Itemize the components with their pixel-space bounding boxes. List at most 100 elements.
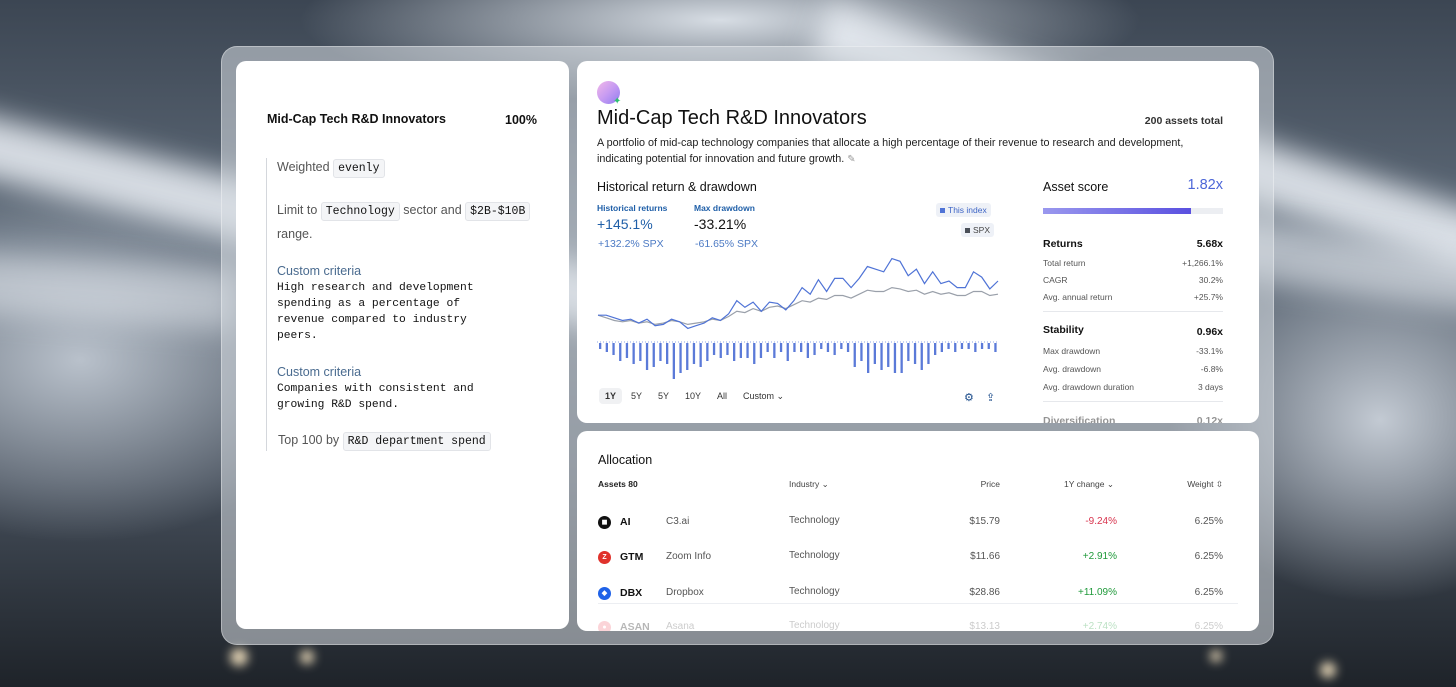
drawdown-spx: -61.65% SPX [695,238,759,250]
drawdown-bar [773,343,776,358]
weighting-rule[interactable]: Weighted evenly [277,158,385,178]
index-logo-icon [597,81,620,104]
allocation-title: Allocation [598,453,653,467]
index-description: A portfolio of mid-cap technology compan… [597,137,1184,165]
limit-rule[interactable]: Limit to Technology sector and $2B-$10B … [277,198,531,246]
chevron-down-icon: ⌄ [821,479,829,489]
col-change[interactable]: 1Y change ⌄ [1064,479,1114,489]
drawdown-bar [800,343,803,352]
col-weight[interactable]: Weight ⇳ [1187,479,1223,489]
allocation-panel: Allocation Assets 80 Industry ⌄ Price 1Y… [577,431,1259,631]
drawdown-bar [967,343,970,349]
range-5y[interactable]: 5Y [631,391,643,401]
avg-drawdown-label: Avg. drawdown [1043,364,1101,374]
drawdown-bar [987,343,990,349]
drawdown-bar [833,343,836,355]
drawdown-bar [813,343,816,355]
drawdown-duration-label: Avg. drawdown duration [1043,382,1135,392]
drawdown-bar [954,343,957,352]
asset-score-bar [1043,208,1223,214]
asset-score-label: Asset score [1043,180,1109,194]
drawdown-bar [779,343,783,352]
table-row[interactable]: Z GTM Zoom Info Technology $11.66 +2.91%… [577,543,1259,573]
weighting-chip[interactable]: evenly [333,159,385,178]
drawdown-bar [659,343,662,361]
range-all[interactable]: All [717,391,728,401]
drawdown-bar [733,343,736,361]
drawdown-bar [920,343,923,370]
custom-criteria-1[interactable]: Custom criteria High research and develo… [277,264,474,342]
drawdown-bar [599,343,602,349]
c3ai-logo-icon: ◼ [598,516,611,529]
edit-pencil-icon[interactable]: ✎ [847,153,856,165]
legend-this-index[interactable]: This index [936,203,991,217]
col-industry[interactable]: Industry ⌄ [789,479,829,489]
index-title: Mid-Cap Tech R&D Innovators [597,107,867,129]
drawdown-bar [934,343,937,355]
settings-gear-icon[interactable]: ⚙ [964,392,974,404]
max-drawdown-label: Max drawdown [1043,346,1101,356]
sparkle-icon: ✦ [613,96,622,107]
dropbox-logo-icon: ◆ [598,587,611,600]
drawdown-bar [766,343,769,352]
returns-section-label: Returns [1043,238,1083,250]
drawdown-bar [806,343,809,358]
range-custom[interactable]: Custom ⌄ [743,391,785,401]
index-overview: ✦ Mid-Cap Tech R&D Innovators 200 assets… [577,61,1259,423]
max-drawdown-value: -33.1% [1196,346,1223,356]
panel-percent: 100% [505,113,537,127]
range-1y[interactable]: 1Y [599,388,623,404]
drawdown-bar [846,343,850,352]
drawdown-bar [712,343,716,355]
drawdown-bar [625,343,629,358]
sort-icon: ⇳ [1215,479,1223,489]
drawdown-bar [900,343,903,373]
drawdown-bar [820,343,823,349]
share-icon[interactable]: ⇪ [986,392,996,404]
drawdown-bar [793,343,796,352]
rank-chip[interactable]: R&D department spend [342,432,491,451]
drawdown-bar [612,343,615,355]
legend-spx[interactable]: SPX [961,223,995,237]
drawdown-bar [746,343,749,358]
drawdown-bar [726,343,729,355]
col-price[interactable]: Price [980,479,1000,489]
custom-criteria-2[interactable]: Custom criteria Companies with consisten… [277,365,474,411]
drawdown-bar [974,343,977,352]
drawdown-bar [907,343,910,361]
assets-total[interactable]: 200 assets total [1144,115,1223,127]
drawdown-bar [960,343,964,349]
drawdown-bar [994,343,997,352]
returns-value: +145.1% [597,216,653,232]
drawdown-bar [860,343,863,361]
table-row[interactable]: ◆ DBX Dropbox Technology $28.86 +11.09% … [577,579,1259,609]
total-return-value: +1,266.1% [1182,258,1223,268]
drawdown-bar [786,343,789,361]
returns-spx: +132.2% SPX [598,238,664,250]
diversification-label: Diversification [1043,415,1116,423]
drawdown-value: -33.21% [694,216,747,232]
range-5y-alt[interactable]: 5Y [658,391,670,401]
range-10y[interactable]: 10Y [685,391,702,401]
cagr-value: 30.2% [1198,275,1223,285]
drawdown-bar [639,343,642,361]
returns-label: Historical returns [597,203,668,213]
drawdown-bar [739,343,742,358]
avg-drawdown-value: -6.8% [1200,364,1223,374]
drawdown-bar [706,343,709,361]
returns-section-value: 5.68x [1196,238,1223,250]
top-rule[interactable]: Top 100 by R&D department spend [278,431,491,451]
table-row[interactable]: ◼ AI C3.ai Technology $15.79 -9.24% 6.25… [577,508,1259,538]
drawdown-label: Max drawdown [694,203,755,213]
asana-logo-icon: ● [598,621,611,631]
sector-chip[interactable]: Technology [320,202,400,221]
drawdown-bar [719,343,722,358]
table-row[interactable]: ● ASAN Asana Technology $13.13 +2.74% 6.… [577,613,1259,631]
drawdown-bar [940,343,943,352]
drawdown-bar [672,343,675,379]
range-chip[interactable]: $2B-$10B [465,202,531,221]
drawdown-bar [632,343,635,364]
stability-section-label: Stability [1043,324,1084,336]
drawdown-bar [645,343,649,370]
avg-annual-value: +25.7% [1193,292,1223,302]
